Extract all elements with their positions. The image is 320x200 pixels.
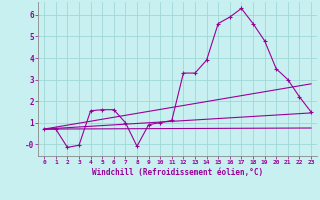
X-axis label: Windchill (Refroidissement éolien,°C): Windchill (Refroidissement éolien,°C): [92, 168, 263, 177]
